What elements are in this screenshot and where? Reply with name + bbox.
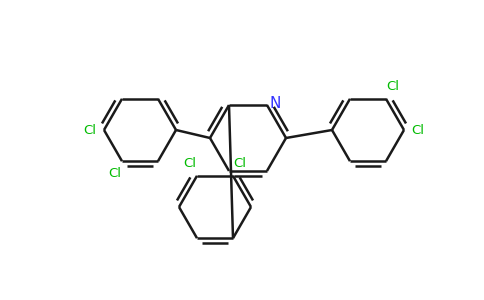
Text: Cl: Cl [108, 167, 121, 180]
Text: Cl: Cl [411, 124, 424, 136]
Text: Cl: Cl [233, 157, 246, 170]
Text: N: N [269, 96, 281, 111]
Text: Cl: Cl [183, 157, 197, 170]
Text: Cl: Cl [84, 124, 96, 136]
Text: Cl: Cl [387, 80, 399, 93]
